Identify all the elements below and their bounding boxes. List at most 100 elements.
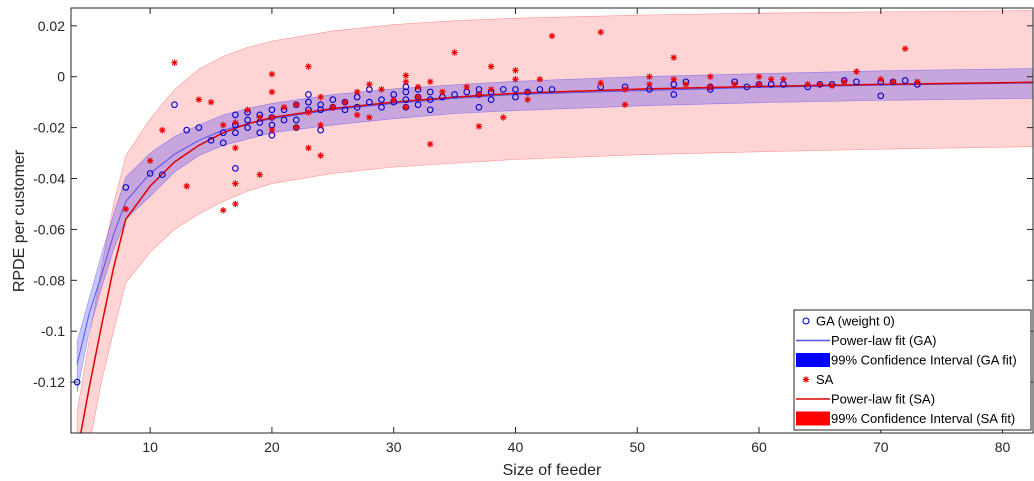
sa-point (451, 49, 458, 56)
sa-point (232, 200, 239, 208)
ga-point (207, 136, 215, 144)
ga-point (244, 116, 251, 124)
sa-point (366, 114, 373, 121)
y-tick-label: 0.02 (38, 18, 65, 34)
ga-point (426, 88, 434, 96)
ga-point (146, 170, 154, 177)
sa-point (329, 104, 337, 111)
y-tick-label: 0 (57, 69, 65, 85)
sa-point (475, 91, 483, 98)
ga-point (536, 86, 544, 93)
sa-point (828, 82, 836, 89)
legend-box (793, 309, 1032, 431)
y-tick-label: -0.1 (41, 323, 65, 339)
sa-point (414, 83, 422, 91)
sa-point (317, 93, 324, 101)
ga-point (402, 96, 410, 103)
ga-point (853, 78, 860, 86)
ga-point (512, 93, 519, 101)
ga-point (317, 101, 324, 109)
legend: GA (weight 0) Power-law fit (GA) 99% Confi… (793, 309, 1032, 431)
sa-point (305, 144, 312, 152)
ga-point (122, 184, 130, 191)
sa-point (220, 207, 227, 214)
sa-point (889, 78, 897, 86)
ga-point (499, 86, 507, 93)
ga-point (232, 111, 239, 119)
ga-point (158, 171, 166, 179)
sa-point (731, 81, 738, 88)
ga-confidence-band (76, 68, 1033, 393)
sa-point (621, 86, 629, 93)
sa-point (670, 76, 677, 83)
sa-point (512, 67, 519, 74)
sa-point (353, 88, 361, 96)
sa-point (268, 126, 276, 134)
sa-point (159, 126, 166, 134)
sa-point (670, 54, 677, 61)
sa-point (755, 73, 763, 80)
legend-label: Power-law fit (SA) (831, 392, 935, 407)
y-tick-label: -0.12 (33, 374, 65, 390)
sa-point (427, 78, 434, 86)
sa-point (317, 121, 324, 129)
sa-point (536, 76, 544, 83)
sa-point (707, 73, 714, 80)
ga-point (232, 129, 239, 137)
sa-point (171, 59, 178, 66)
sa-point (183, 182, 190, 190)
ga-point (195, 124, 203, 131)
ga-point (378, 96, 385, 103)
sa-point (767, 76, 775, 83)
sa-point (305, 109, 312, 116)
ga-point (901, 77, 909, 84)
sa-point (256, 114, 263, 121)
sa-point (816, 81, 824, 88)
sa-point (232, 119, 239, 126)
sa-point (877, 76, 884, 83)
sa-point (378, 86, 385, 93)
sa-point (755, 81, 763, 88)
ga-point (219, 139, 227, 147)
sa-point (268, 114, 276, 121)
sa-point (402, 104, 410, 111)
sa-point (646, 73, 653, 80)
ga-point (548, 86, 556, 93)
sa-point (463, 83, 470, 91)
ga-point (475, 103, 483, 111)
sa-point (682, 81, 690, 88)
ga-point (743, 83, 751, 91)
axis-ticks: 10 20 30 40 50 60 70 80 0.02 0 -0.02 -0.04 -0.06 -0.0… (33, 8, 1033, 455)
x-tick-label: 70 (873, 439, 889, 455)
ga-point (365, 98, 373, 106)
legend-patch-swatch (796, 411, 830, 426)
x-tick-label: 40 (508, 439, 524, 455)
sa-point (621, 101, 629, 108)
ga-point (426, 96, 434, 103)
legend-label: 99% Confidence Interval (SA fit) (831, 411, 1015, 426)
sa-point (341, 98, 349, 106)
sa-point (293, 101, 300, 108)
x-axis-label: Size of feeder (503, 462, 602, 479)
sa-point (439, 88, 446, 96)
sa-point (487, 86, 495, 93)
ga-point (183, 126, 191, 134)
sa-fit-line (80, 81, 1033, 433)
sa-point (122, 205, 129, 213)
sa-point (390, 96, 397, 103)
ga-point (877, 92, 885, 100)
sa-point (268, 88, 276, 96)
ga-point (329, 96, 337, 103)
sa-point (427, 140, 434, 148)
sa-point (207, 98, 215, 106)
legend-label: 99% Confidence Interval (GA fit) (831, 353, 1017, 368)
legend-patch-swatch (796, 353, 830, 367)
sa-point (353, 111, 361, 119)
legend-circle-marker (802, 317, 810, 325)
sa-point (597, 28, 604, 36)
x-tick-label: 20 (264, 439, 280, 455)
sa-point (244, 106, 251, 113)
sa-point (402, 78, 410, 86)
sa-point (414, 93, 422, 101)
ga-point (268, 106, 276, 114)
